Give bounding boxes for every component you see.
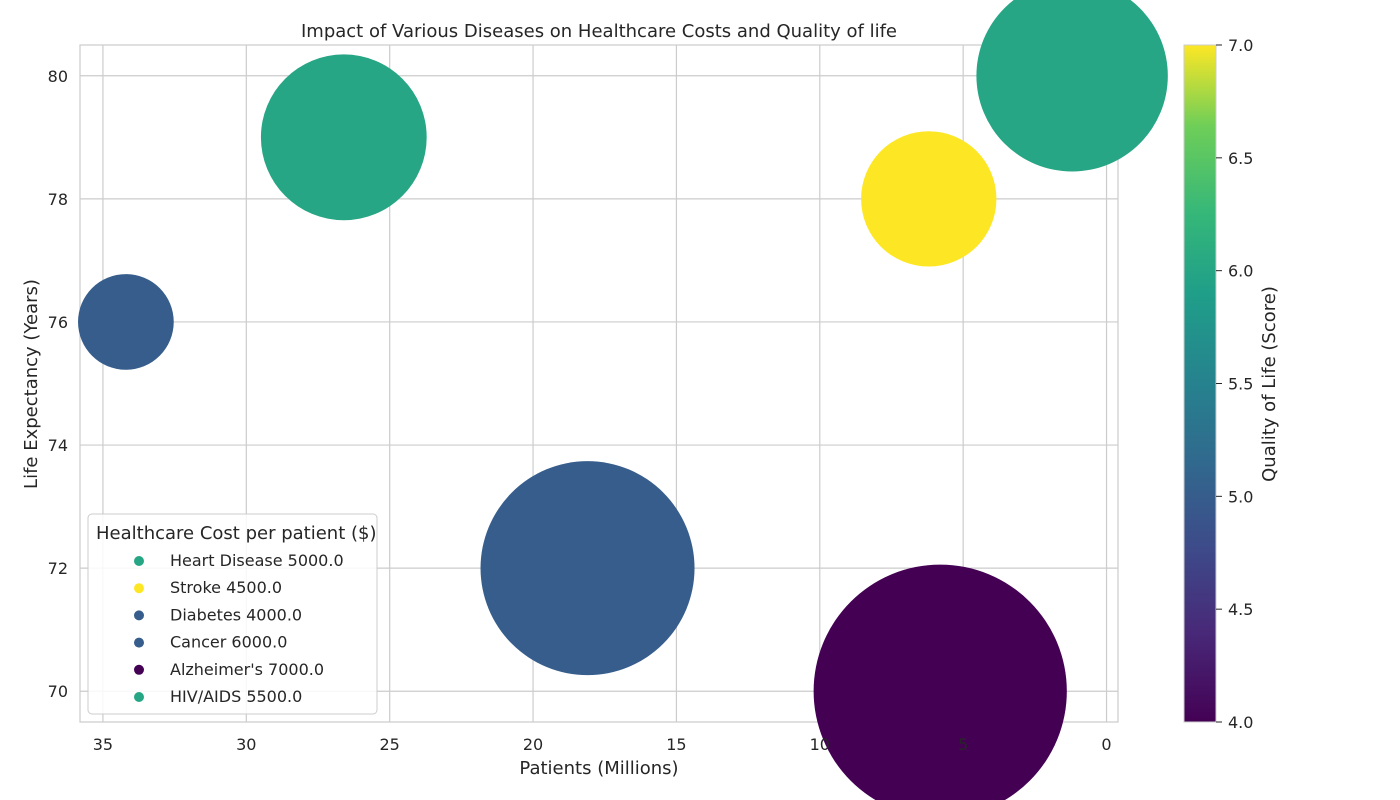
- colorbar-tick-label: 5.5: [1228, 375, 1253, 394]
- legend-label: Heart Disease 5000.0: [170, 551, 344, 570]
- colorbar-tick-label: 7.0: [1228, 36, 1253, 55]
- x-tick-labels: 35 30 25 20 15 10 5 0: [93, 735, 1112, 754]
- legend-marker: [134, 637, 144, 648]
- y-tick-label: 76: [48, 313, 68, 332]
- x-axis-title: Patients (Millions): [519, 758, 678, 779]
- legend-marker: [134, 556, 144, 566]
- colorbar-tick-label: 4.0: [1228, 713, 1253, 732]
- x-tick-label: 20: [523, 735, 543, 754]
- legend-label: Stroke 4500.0: [170, 578, 282, 597]
- x-tick-label: 5: [958, 735, 968, 754]
- scatter-point: [260, 54, 427, 221]
- colorbar-tick-label: 4.5: [1228, 600, 1253, 619]
- legend-box: [87, 513, 378, 715]
- colorbar-tick-label: 5.0: [1228, 487, 1253, 506]
- legend-title: Healthcare Cost per patient ($): [96, 523, 376, 544]
- colorbar-tick-label: 6.0: [1228, 262, 1253, 281]
- y-tick-label: 78: [48, 190, 68, 209]
- x-tick-label: 15: [666, 735, 686, 754]
- colorbar-tick-label: 6.5: [1228, 149, 1253, 168]
- scatter-point: [861, 131, 997, 267]
- y-tick-label: 70: [48, 682, 68, 701]
- data-points: [78, 0, 1168, 800]
- colorbar: 4.0 4.5 5.0 5.5 6.0 6.5 7.0 Quality of Life (S…: [1183, 36, 1280, 732]
- scatter-point: [976, 0, 1168, 172]
- x-tick-label: 35: [93, 735, 113, 754]
- legend-marker: [134, 692, 144, 702]
- scatter-point: [78, 274, 174, 370]
- legend-marker: [134, 664, 144, 675]
- x-tick-label: 10: [810, 735, 830, 754]
- colorbar-label: Quality of Life (Score): [1259, 286, 1280, 482]
- legend-label: Cancer 6000.0: [170, 633, 287, 652]
- x-tick-label: 25: [379, 735, 399, 754]
- legend-label: Diabetes 4000.0: [170, 605, 302, 624]
- y-tick-label: 72: [48, 559, 68, 578]
- x-tick-label: 30: [236, 735, 256, 754]
- y-tick-label: 80: [48, 67, 68, 86]
- y-tick-labels: 70 72 74 76 78 80: [48, 67, 68, 701]
- chart-title: Impact of Various Diseases on Healthcare…: [301, 21, 897, 42]
- colorbar-gradient: [1183, 44, 1217, 723]
- x-tick-label: 0: [1101, 735, 1111, 754]
- scatter-point: [480, 461, 695, 676]
- plot-frame: [79, 44, 1119, 723]
- legend-label: HIV/AIDS 5500.0: [170, 687, 302, 706]
- y-tick-label: 74: [48, 436, 68, 455]
- legend-label: Alzheimer's 7000.0: [170, 660, 324, 679]
- legend-marker: [134, 583, 144, 594]
- legend-items: Heart Disease 5000.0 Stroke 4500.0 Diabete…: [134, 551, 344, 706]
- y-axis-title: Life Expectancy (Years): [21, 279, 42, 489]
- scatter-point: [813, 564, 1067, 800]
- legend: Healthcare Cost per patient ($) Heart Di…: [87, 513, 378, 715]
- legend-marker: [134, 610, 144, 621]
- colorbar-tick-labels: 4.0 4.5 5.0 5.5 6.0 6.5 7.0: [1216, 36, 1253, 732]
